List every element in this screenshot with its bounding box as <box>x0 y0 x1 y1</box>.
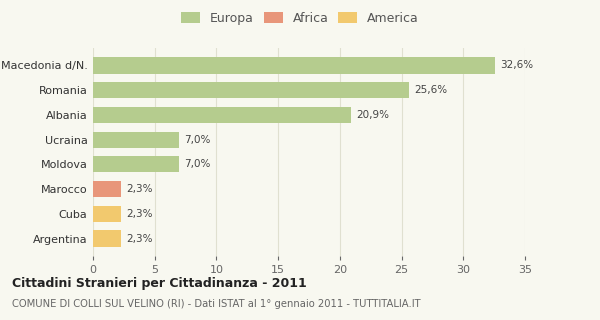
Bar <box>93 230 121 246</box>
Legend: Europa, Africa, America: Europa, Africa, America <box>178 8 422 28</box>
Bar <box>93 132 179 148</box>
Text: 7,0%: 7,0% <box>184 135 211 145</box>
Bar <box>93 206 121 222</box>
Text: 7,0%: 7,0% <box>184 159 211 169</box>
Text: 2,3%: 2,3% <box>127 209 153 219</box>
Text: 2,3%: 2,3% <box>127 234 153 244</box>
Text: 32,6%: 32,6% <box>500 60 533 70</box>
Text: COMUNE DI COLLI SUL VELINO (RI) - Dati ISTAT al 1° gennaio 2011 - TUTTITALIA.IT: COMUNE DI COLLI SUL VELINO (RI) - Dati I… <box>12 299 421 309</box>
Text: 25,6%: 25,6% <box>414 85 447 95</box>
Text: 2,3%: 2,3% <box>127 184 153 194</box>
Bar <box>93 156 179 172</box>
Bar <box>93 107 351 123</box>
Text: 20,9%: 20,9% <box>356 110 389 120</box>
Bar <box>93 181 121 197</box>
Text: Cittadini Stranieri per Cittadinanza - 2011: Cittadini Stranieri per Cittadinanza - 2… <box>12 277 307 290</box>
Bar <box>93 82 409 98</box>
Bar <box>93 58 496 74</box>
